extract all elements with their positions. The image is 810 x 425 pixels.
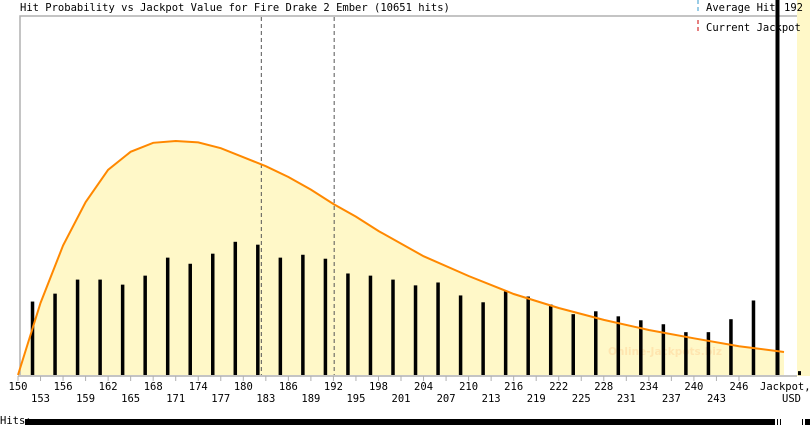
bar xyxy=(503,291,508,375)
x-tick-label: 222 xyxy=(549,381,568,393)
plot-frame xyxy=(19,15,797,375)
x-tick-label: 177 xyxy=(211,393,230,405)
curve-fill-area xyxy=(18,141,785,375)
bar xyxy=(684,332,688,375)
bar xyxy=(481,302,485,375)
bar xyxy=(661,324,666,375)
bar xyxy=(120,284,125,375)
x-tick-label: 243 xyxy=(707,393,726,405)
bar xyxy=(458,295,463,375)
x-tick-label: 225 xyxy=(572,393,591,405)
current-jackpot-bar xyxy=(775,0,780,375)
bar xyxy=(706,332,711,375)
bar xyxy=(30,301,35,375)
x-axis-label-line2: USD xyxy=(782,393,801,405)
x-tick-label: 237 xyxy=(662,393,681,405)
hits-scale-tick xyxy=(805,419,810,425)
bar xyxy=(98,279,102,375)
bar xyxy=(729,319,733,375)
bar xyxy=(594,311,598,375)
bar xyxy=(639,320,643,375)
legend-current-jackpot-label: Current Jackpot xyxy=(706,22,801,34)
x-tick-label: 162 xyxy=(99,381,118,393)
y-axis-label: Hits: xyxy=(0,415,32,425)
x-tick-label: 195 xyxy=(346,393,365,405)
x-tick-label: 198 xyxy=(369,381,388,393)
jackpot-column-background xyxy=(797,0,810,376)
bar xyxy=(751,300,756,375)
hits-scale-bar xyxy=(25,419,775,425)
bar xyxy=(75,279,80,375)
probability-curve xyxy=(17,139,785,376)
x-tick-label: 180 xyxy=(234,381,253,393)
x-axis-label-line1: Jackpot, xyxy=(760,381,810,393)
bar xyxy=(526,296,530,375)
legend-average-label: Average Hit xyxy=(706,2,776,14)
bar xyxy=(368,275,373,375)
x-tick-label: 189 xyxy=(301,393,320,405)
x-tick-label: 204 xyxy=(414,381,433,393)
bar xyxy=(548,304,553,375)
x-tick-label: 168 xyxy=(144,381,163,393)
x-tick-label: 165 xyxy=(121,393,140,405)
x-tick-label: 150 xyxy=(9,381,28,393)
bar xyxy=(413,285,418,375)
bar xyxy=(188,263,192,375)
bar xyxy=(436,282,440,375)
bar xyxy=(143,275,147,375)
legend-average-value: 192 xyxy=(784,2,803,14)
x-tick-label: 246 xyxy=(729,381,748,393)
x-tick-label: 228 xyxy=(594,381,613,393)
x-tick-label: 219 xyxy=(527,393,546,405)
bar xyxy=(211,253,215,375)
x-tick-label: 183 xyxy=(256,393,275,405)
bar xyxy=(391,279,395,375)
x-tick-label: 171 xyxy=(166,393,185,405)
bar xyxy=(278,257,283,375)
end-marker xyxy=(798,371,801,376)
bar xyxy=(616,316,621,375)
bar xyxy=(53,293,57,375)
x-tick-label: 159 xyxy=(76,393,95,405)
x-tick-label: 156 xyxy=(54,381,73,393)
x-tick-label: 231 xyxy=(617,393,636,405)
x-tick-label: 234 xyxy=(639,381,658,393)
x-tick-label: 186 xyxy=(279,381,298,393)
hits-scale-tick xyxy=(780,419,781,425)
x-tick-label: 174 xyxy=(189,381,208,393)
bar xyxy=(346,273,350,375)
bar xyxy=(323,258,328,375)
x-tick-label: 240 xyxy=(684,381,703,393)
bar xyxy=(233,241,238,375)
hits-scale-tick xyxy=(777,419,778,425)
plot-area: Online-Jackpots.biz150156162168174180186… xyxy=(9,0,801,405)
x-tick-label: 210 xyxy=(459,381,478,393)
bar xyxy=(256,244,260,375)
x-tick-label: 192 xyxy=(324,381,343,393)
bar xyxy=(165,257,170,375)
hits-scale-tick xyxy=(802,419,803,425)
x-tick-label: 207 xyxy=(437,393,456,405)
bar xyxy=(571,314,575,375)
x-tick-label: 153 xyxy=(31,393,50,405)
x-tick-label: 216 xyxy=(504,381,523,393)
x-tick-label: 213 xyxy=(482,393,501,405)
chart-title: Hit Probability vs Jackpot Value for Fir… xyxy=(20,2,450,14)
bar xyxy=(301,254,305,375)
x-tick-label: 201 xyxy=(392,393,411,405)
